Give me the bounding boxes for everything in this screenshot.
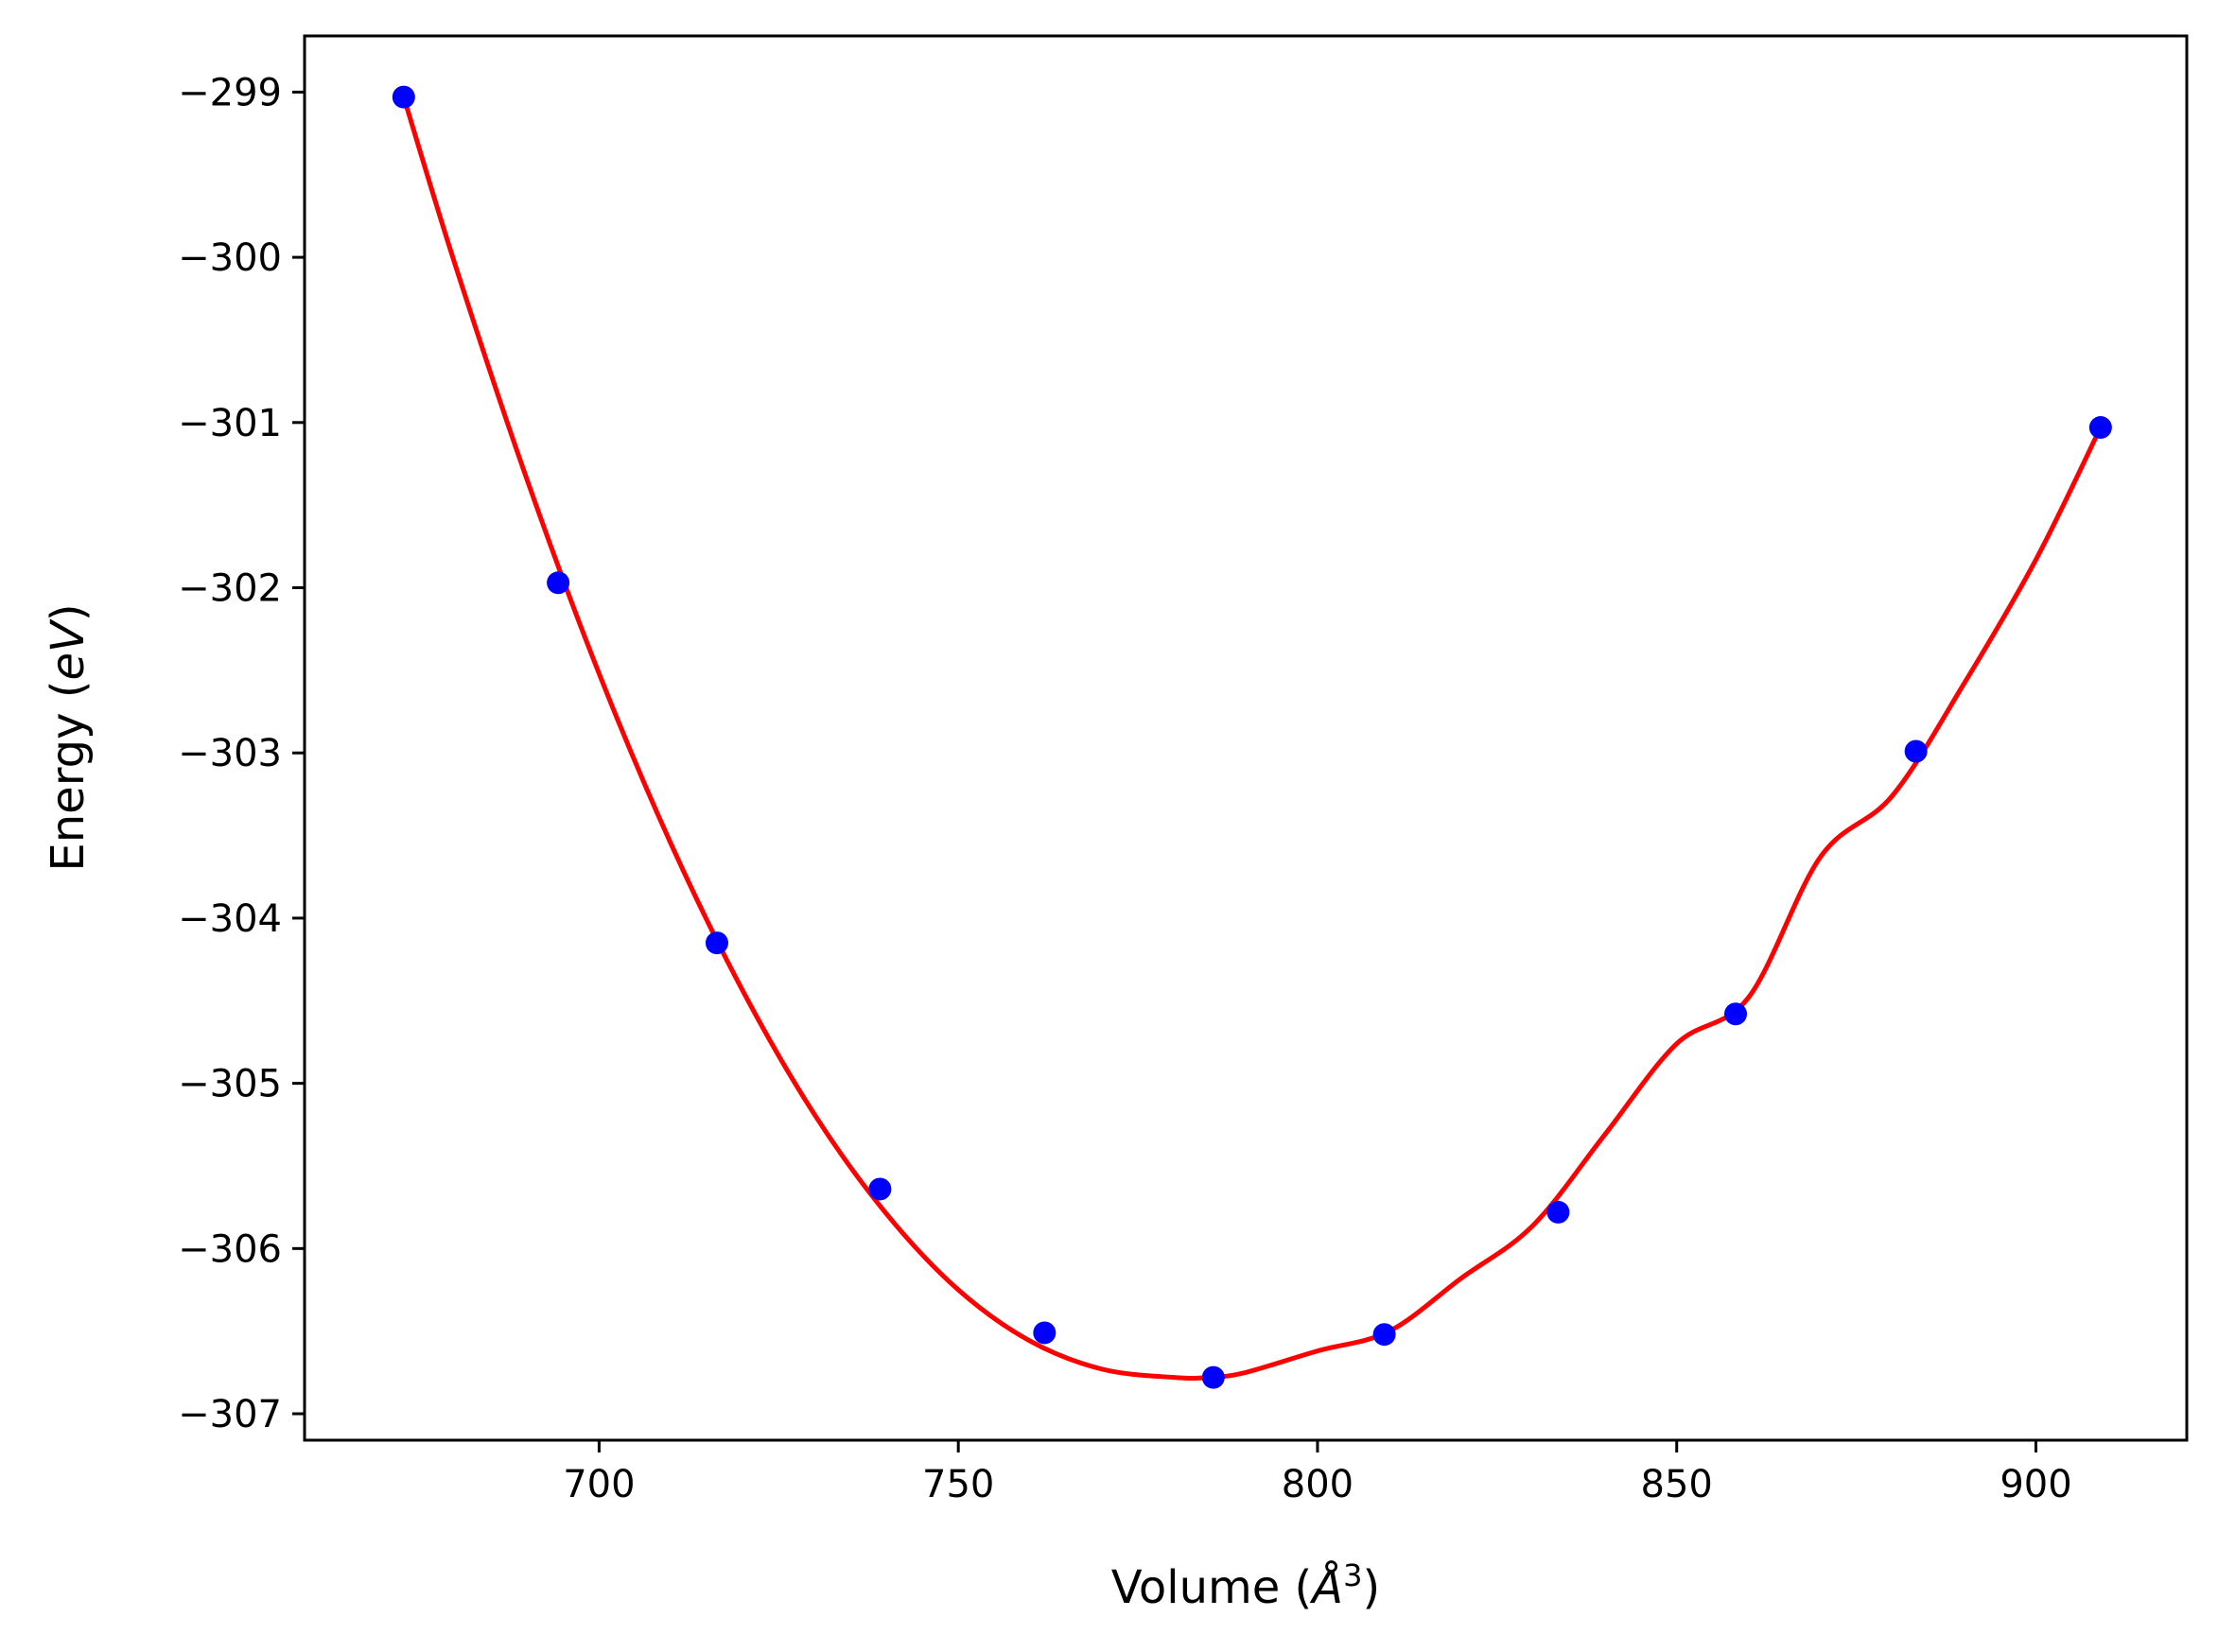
y-axis-ticks: −299 −300 −301 −302 −303 −304 −305 −306 −307 bbox=[178, 71, 305, 1436]
y-axis-label-unit: eV bbox=[42, 618, 95, 681]
data-point bbox=[547, 571, 570, 595]
data-point bbox=[1724, 1002, 1748, 1026]
data-point bbox=[1546, 1200, 1570, 1224]
x-axis-label: Volume (Å3) bbox=[1111, 1557, 1380, 1614]
y-tick-label: −303 bbox=[178, 732, 282, 775]
y-axis-label: Energy (eV) bbox=[42, 603, 95, 871]
x-tick-label: 850 bbox=[1641, 1463, 1713, 1506]
data-point bbox=[868, 1177, 892, 1201]
y-tick-label: −299 bbox=[178, 71, 282, 114]
y-tick-label: −307 bbox=[178, 1393, 282, 1436]
x-tick-label: 750 bbox=[922, 1463, 994, 1506]
data-point bbox=[392, 85, 415, 109]
data-point bbox=[2088, 416, 2112, 440]
y-tick-label: −306 bbox=[178, 1227, 282, 1271]
data-point bbox=[1372, 1323, 1396, 1347]
y-tick-label: −302 bbox=[178, 567, 282, 611]
y-tick-label: −300 bbox=[178, 236, 282, 280]
x-tick-label: 700 bbox=[563, 1463, 635, 1506]
x-axis-label-unit: Å bbox=[1309, 1560, 1343, 1614]
x-tick-label: 900 bbox=[2000, 1463, 2071, 1506]
y-axis-label-close: ) bbox=[42, 603, 95, 621]
x-tick-label: 800 bbox=[1282, 1463, 1354, 1506]
x-axis-label-close: ) bbox=[1362, 1561, 1380, 1614]
y-tick-label: −304 bbox=[178, 897, 282, 941]
data-point bbox=[1904, 739, 1928, 763]
data-points bbox=[392, 85, 2112, 1389]
y-tick-label: −305 bbox=[178, 1063, 282, 1106]
data-point bbox=[705, 931, 728, 955]
x-axis-label-sup: 3 bbox=[1343, 1557, 1362, 1593]
data-point bbox=[1201, 1365, 1225, 1389]
plot-area-frame bbox=[303, 34, 2189, 1442]
data-point bbox=[1033, 1321, 1057, 1345]
y-tick-label: −301 bbox=[178, 402, 282, 445]
x-axis-ticks: 700 750 800 850 900 bbox=[563, 1440, 2072, 1506]
x-axis-label-main: Volume ( bbox=[1111, 1561, 1313, 1614]
y-axis-label-main: Energy ( bbox=[42, 681, 95, 872]
